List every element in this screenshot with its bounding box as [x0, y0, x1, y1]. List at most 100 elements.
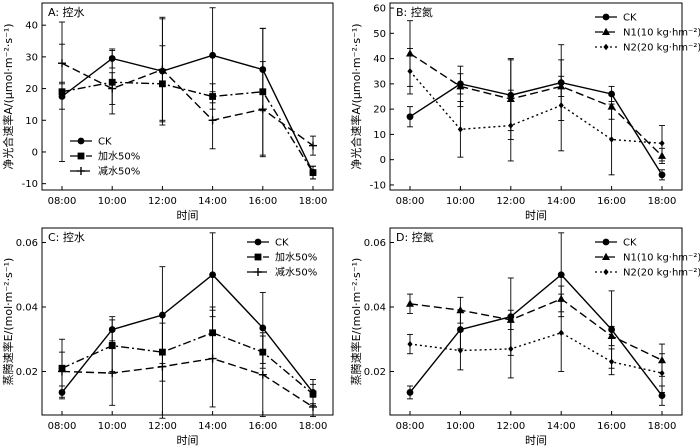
- legend-marker: [603, 268, 609, 276]
- data-point: [108, 84, 117, 93]
- x-tick-label: 10:00: [98, 196, 127, 207]
- panel-c: 0.02 0.04 0.06 08:00 10:00 12:00 14:00 16:00 18:…: [1, 227, 334, 446]
- x-tick-label: 14:00: [198, 196, 227, 207]
- legend-marker: [602, 27, 610, 35]
- panel-b: -10 0 10 20 30 40 50 60 08:00 10:00 12:00 14:00 16:0…: [349, 2, 700, 222]
- legend-marker: [602, 252, 610, 260]
- series-line: [409, 52, 663, 157]
- legend-label: N1(10 kg·hm⁻²): [623, 28, 700, 39]
- legend-item: 加水50%: [70, 151, 140, 163]
- legend-marker: [254, 253, 262, 261]
- plot-frame: [389, 2, 683, 191]
- legend-marker: [602, 238, 610, 246]
- data-point: [209, 271, 217, 279]
- series-line: [61, 357, 314, 408]
- x-tick-label: 18:00: [299, 196, 328, 207]
- data-point: [456, 306, 465, 314]
- legend-marker: [77, 152, 85, 160]
- panel-title: C: 控水: [48, 230, 85, 244]
- series-N1(10 kg·hm⁻²): [406, 285, 666, 377]
- y-axis-title: 净光合速率A/(μmol·m⁻²·s⁻¹): [1, 23, 15, 169]
- data-point: [58, 59, 66, 68]
- legend-label: CK: [275, 238, 289, 249]
- series-减水50%: [58, 18, 317, 158]
- legend: CK N1(10 kg·hm⁻²) N2(20 kg·hm⁻²): [595, 13, 700, 54]
- data-point: [407, 340, 413, 348]
- x-tick-label: 16:00: [597, 196, 626, 207]
- legend-marker: [603, 43, 609, 51]
- series-line: [409, 70, 663, 144]
- data-point: [407, 68, 413, 75]
- data-point: [508, 122, 514, 129]
- x-tick-label: 10:00: [98, 421, 127, 432]
- series-line: [61, 273, 314, 393]
- data-point: [208, 354, 217, 363]
- data-point: [406, 389, 414, 396]
- panel-a: -10 0 10 20 30 40 08:00 10:00 12:00 14:00 16:00 18:…: [1, 2, 334, 222]
- legend-item: CK: [70, 137, 112, 148]
- legend-label: 加水50%: [98, 151, 140, 163]
- x-tick-label: 12:00: [148, 196, 177, 207]
- legend-label: N2(20 kg·hm⁻²): [623, 43, 700, 54]
- series-line: [409, 298, 663, 361]
- data-point: [406, 113, 414, 121]
- data-point: [558, 102, 564, 109]
- legend-label: N2(20 kg·hm⁻²): [623, 268, 700, 279]
- series-line: [61, 332, 314, 395]
- legend-marker: [77, 137, 85, 145]
- y-tick-label: 0.06: [16, 238, 38, 249]
- data-point: [158, 65, 167, 74]
- x-tick-label: 14:00: [547, 421, 576, 432]
- y-tick-label: 0.04: [364, 302, 386, 313]
- data-point: [658, 171, 666, 179]
- legend-label: 加水50%: [275, 252, 317, 264]
- data-point: [209, 51, 217, 59]
- legend-item: N2(20 kg·hm⁻²): [595, 268, 700, 279]
- data-point: [58, 88, 66, 96]
- data-point: [558, 329, 564, 336]
- series-CK: [406, 44, 666, 181]
- legend-label: CK: [98, 137, 112, 148]
- y-tick-label: 50: [373, 29, 386, 40]
- data-point: [456, 82, 465, 90]
- data-point: [659, 369, 665, 377]
- x-tick-label: 14:00: [547, 196, 576, 207]
- y-tick-label: 0: [380, 155, 386, 166]
- data-point: [259, 324, 267, 332]
- x-tick-label: 12:00: [148, 421, 177, 432]
- plot-frame: [41, 227, 334, 416]
- data-point: [457, 347, 463, 354]
- y-tick-label: 20: [25, 84, 38, 95]
- y-tick-label: 40: [25, 21, 38, 32]
- data-point: [658, 392, 666, 400]
- series-line: [61, 81, 314, 173]
- x-axis-title: 时间: [525, 434, 547, 446]
- x-tick-label: 18:00: [648, 421, 677, 432]
- data-point: [258, 370, 267, 379]
- legend-item: CK: [247, 238, 289, 249]
- data-point: [609, 358, 615, 366]
- data-point: [108, 369, 117, 378]
- x-tick-label: 18:00: [299, 421, 328, 432]
- y-tick-label: 30: [373, 79, 386, 90]
- x-tick-label: 08:00: [48, 196, 77, 207]
- x-axis-title: 时间: [525, 209, 547, 222]
- x-axis-title: 时间: [177, 209, 199, 222]
- series-line: [409, 81, 663, 176]
- panel-title: D: 控氮: [396, 230, 434, 244]
- legend-label: 减水50%: [98, 166, 140, 178]
- data-point: [508, 345, 514, 353]
- series-line: [61, 62, 314, 147]
- legend-marker: [254, 238, 262, 246]
- y-tick-label: 20: [373, 105, 386, 116]
- y-tick-label: 30: [25, 52, 38, 63]
- y-tick-label: 60: [373, 4, 386, 15]
- x-tick-label: 12:00: [496, 196, 525, 207]
- legend-item: 减水50%: [70, 166, 140, 178]
- x-tick-label: 08:00: [48, 421, 77, 432]
- legend-label: CK: [623, 13, 637, 24]
- data-point: [309, 141, 317, 150]
- series-line: [409, 332, 663, 374]
- data-point: [58, 367, 66, 376]
